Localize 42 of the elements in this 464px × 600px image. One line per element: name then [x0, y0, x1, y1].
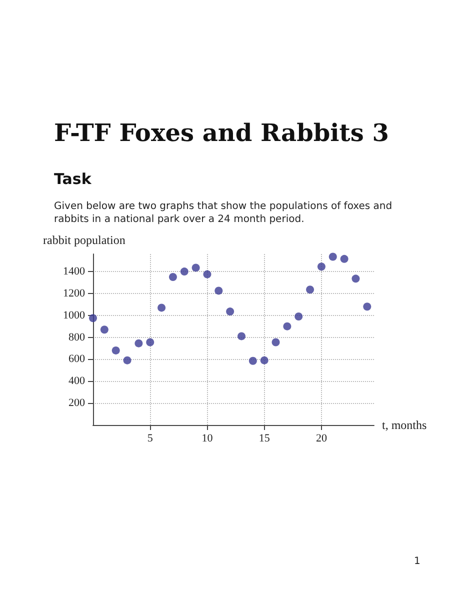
point — [294, 312, 303, 320]
point — [352, 274, 360, 283]
point — [238, 332, 246, 340]
y-tick-label: 400 — [68, 375, 86, 388]
point — [283, 322, 292, 330]
point — [317, 262, 326, 271]
x-tick-label: 10 — [202, 432, 214, 444]
point — [123, 356, 132, 364]
y-tick-label: 1000 — [63, 309, 86, 322]
point — [340, 254, 348, 263]
point — [328, 252, 337, 261]
point — [272, 338, 280, 346]
y-tick-label: 1400 — [63, 266, 86, 278]
point — [100, 326, 108, 334]
y-tick-label: 200 — [68, 397, 86, 410]
point — [226, 308, 234, 316]
y-tick-label: 1200 — [63, 287, 86, 300]
point — [192, 264, 200, 272]
y-tick-label: 600 — [68, 353, 86, 366]
point — [168, 273, 177, 282]
chart-title: F-TF Foxes and Rabbits 3 — [54, 118, 389, 147]
point — [248, 356, 257, 365]
point — [260, 356, 268, 364]
point — [306, 286, 314, 294]
y-axis-title: rabbit population — [43, 233, 126, 247]
text: Given below are two graphs that show the populations of foxes and rabbits in a national park over a 24 month period. — [54, 200, 394, 226]
point — [158, 304, 166, 312]
x-tick-label: 20 — [316, 432, 328, 444]
point — [214, 286, 223, 295]
point — [134, 339, 143, 348]
text: 1 — [414, 556, 420, 567]
chart-subtitle: Task — [54, 170, 92, 188]
x-tick-label: 5 — [147, 432, 154, 444]
point — [180, 268, 188, 276]
point — [112, 346, 120, 354]
point — [203, 270, 212, 278]
point — [146, 338, 154, 346]
x-tick-label: 15 — [258, 432, 270, 444]
y-tick-label: 800 — [68, 331, 86, 344]
x-axis-title: t, months — [382, 418, 427, 432]
point — [363, 302, 372, 311]
point — [89, 314, 97, 322]
